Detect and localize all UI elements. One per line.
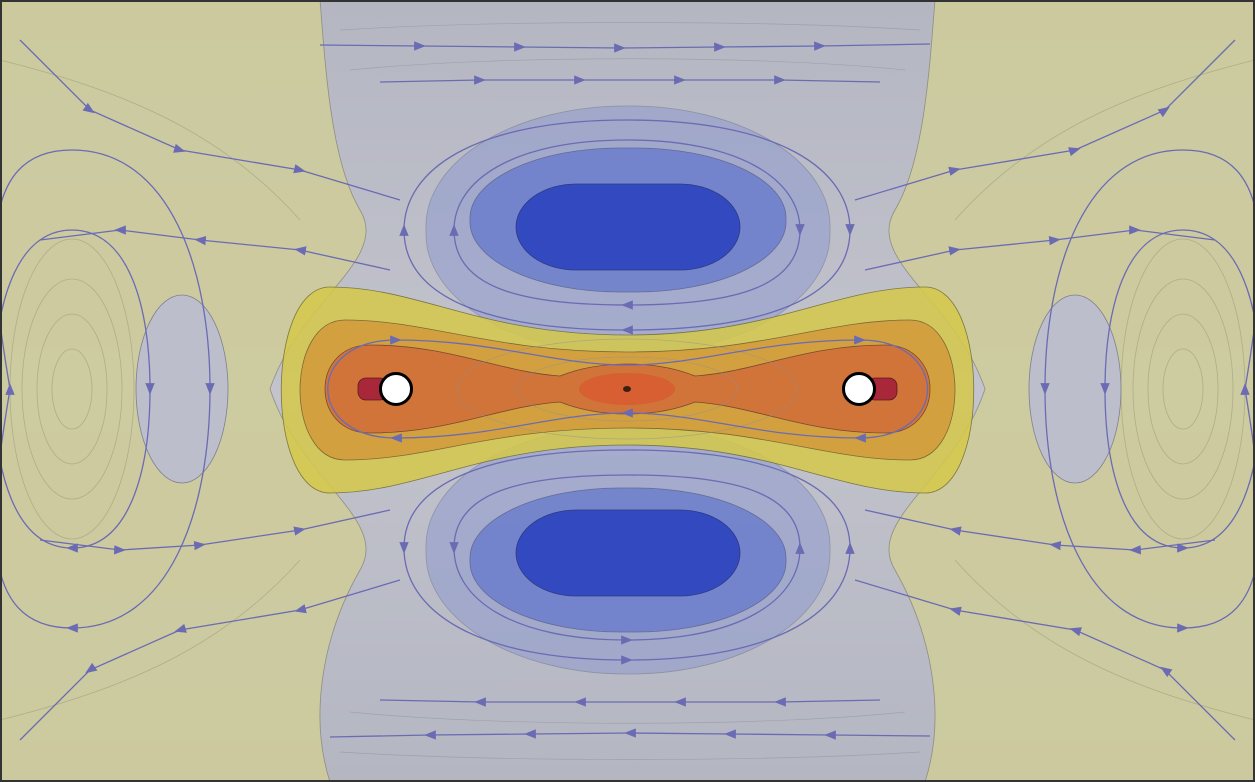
right-source [842,372,876,406]
top-lobe [425,105,831,355]
left-source [379,372,413,406]
right-inner-region [1028,294,1122,484]
bottom-lobe [425,425,831,675]
